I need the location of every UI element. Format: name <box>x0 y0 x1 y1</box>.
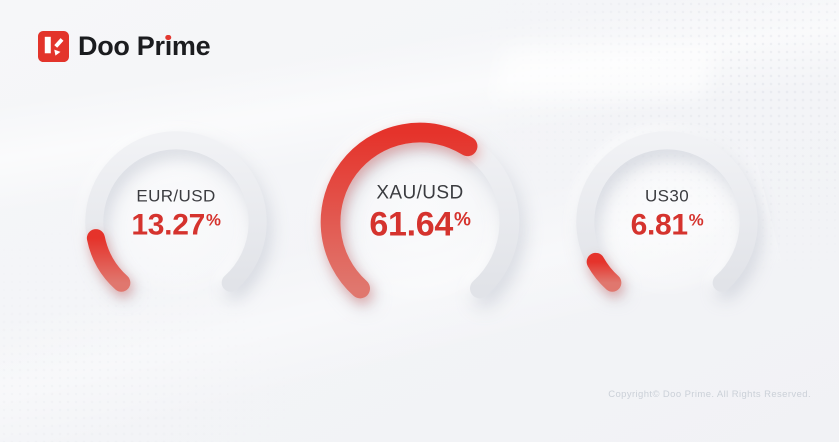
gauge-readout: US30 6.81% <box>572 119 762 309</box>
gauge-track <box>576 131 758 292</box>
gauge-xau-usd-chart <box>320 122 520 302</box>
percent-number: 13.27 <box>131 208 205 242</box>
gauge-readout: EUR/USD 13.27% <box>81 119 271 309</box>
gauge-fill-arc <box>320 122 478 299</box>
instrument-label: XAU/USD <box>376 182 464 204</box>
percent-value: 13.27% <box>131 209 220 241</box>
percent-sign: % <box>453 209 471 231</box>
gauge-us30-chart <box>576 131 758 295</box>
brand-name-i-red-dot: ı <box>164 31 173 61</box>
percent-number: 6.81 <box>630 208 689 242</box>
doo-prime-flag-icon <box>38 31 69 62</box>
percent-value: 6.81% <box>631 209 704 241</box>
gauge-eur-usd: EUR/USD 13.27% <box>81 127 271 317</box>
gauge-readout: XAU/USD 61.64% <box>316 110 524 318</box>
percent-sign: % <box>688 210 704 230</box>
gauge-fill-arc <box>86 229 131 292</box>
gauge-inner-glow <box>594 149 740 295</box>
percent-number: 61.64 <box>369 205 453 244</box>
brand-name-trailing: me <box>171 31 211 61</box>
doo-prime-logo: Doo Prıme <box>38 31 211 62</box>
percent-sign: % <box>205 210 221 230</box>
instrument-label: US30 <box>644 186 690 206</box>
gauge-fill-arc <box>586 252 622 292</box>
instrument-label: EUR/USD <box>136 186 216 206</box>
background-watermark-blur <box>492 48 716 98</box>
gauge-xau-usd: XAU/USD 61.64% <box>316 118 524 326</box>
gauge-us30: US30 6.81% <box>572 127 762 317</box>
gauge-inner-glow <box>103 149 249 295</box>
brand-name: Doo Prıme <box>78 31 211 61</box>
gauge-inner-glow <box>340 142 500 302</box>
brand-name-leading: Doo Pr <box>78 31 165 61</box>
copyright-text: Copyright© Doo Prime. All Rights Reserve… <box>608 389 811 400</box>
gauge-eur-usd-chart <box>85 131 267 295</box>
percent-value: 61.64% <box>369 205 471 244</box>
